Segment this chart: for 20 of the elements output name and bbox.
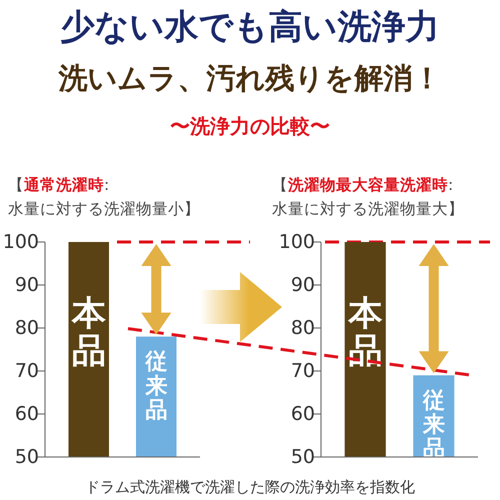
y-tick-label: 60 [14,403,39,426]
y-tick-label: 80 [290,317,315,340]
chart-title: 【洗濯物最大容量洗濯時: 水量に対する洗濯物量大】 [272,175,464,218]
y-tick-label: 50 [290,446,315,468]
y-tick-label: 90 [290,274,315,296]
y-tick-label: 60 [290,403,315,426]
y-tick-label: 90 [14,274,39,296]
y-tick-label: 100 [278,231,315,254]
y-tick-label: 70 [290,360,315,382]
text: ドラム式洗濯機で洗濯した際の洗浄効率を指数化 [85,478,415,496]
text: 少ない水でも高い洗浄力 [60,7,440,47]
y-tick-label: 100 [2,231,39,254]
x-tick-label: 本品 [70,294,107,371]
text: 〜洗浄力の比較〜 [170,114,330,138]
y-tick-label: 70 [14,360,39,382]
chart-title: 【通常洗濯時: 水量に対する洗濯物量小】 [8,176,200,218]
y-tick-label: 50 [14,446,39,468]
y-tick-label: 80 [14,317,39,340]
x-tick-label: 従来品 [144,350,168,423]
text: 洗いムラ、汚れ残りを解消！ [58,61,442,95]
